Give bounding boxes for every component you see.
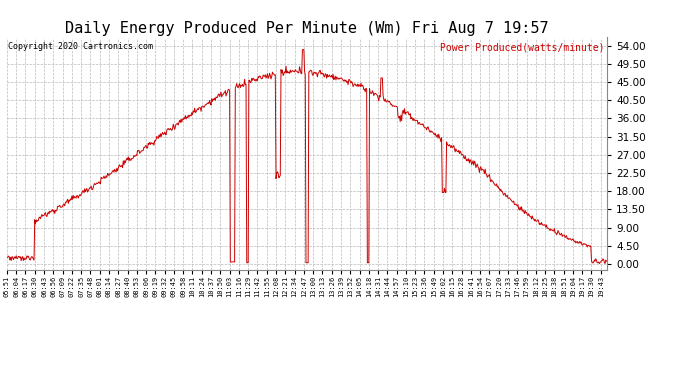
Text: Copyright 2020 Cartronics.com: Copyright 2020 Cartronics.com xyxy=(8,42,153,51)
Title: Daily Energy Produced Per Minute (Wm) Fri Aug 7 19:57: Daily Energy Produced Per Minute (Wm) Fr… xyxy=(66,21,549,36)
Text: Power Produced(watts/minute): Power Produced(watts/minute) xyxy=(440,42,604,52)
